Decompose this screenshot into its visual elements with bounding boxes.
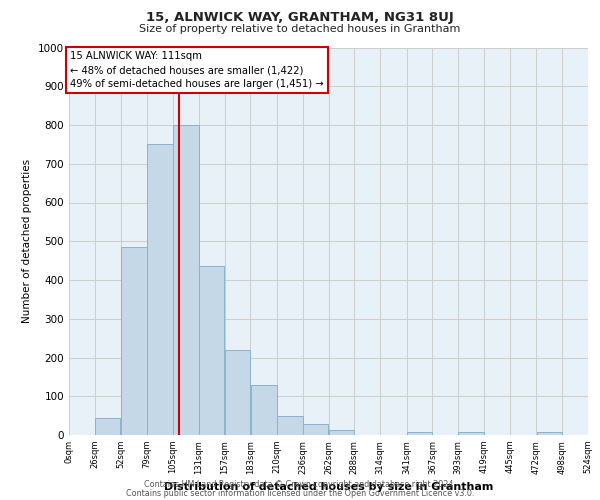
Text: Contains HM Land Registry data © Crown copyright and database right 2024.: Contains HM Land Registry data © Crown c…: [144, 480, 456, 489]
Text: Size of property relative to detached houses in Grantham: Size of property relative to detached ho…: [139, 24, 461, 34]
X-axis label: Distribution of detached houses by size in Grantham: Distribution of detached houses by size …: [164, 482, 493, 492]
Bar: [537, 432, 562, 435]
Text: 15 ALNWICK WAY: 111sqm
← 48% of detached houses are smaller (1,422)
49% of semi-: 15 ALNWICK WAY: 111sqm ← 48% of detached…: [70, 52, 323, 90]
Bar: [199, 266, 224, 435]
Y-axis label: Number of detached properties: Number of detached properties: [22, 159, 32, 324]
Bar: [121, 247, 147, 435]
Bar: [303, 424, 328, 435]
Bar: [173, 125, 199, 435]
Bar: [329, 430, 354, 435]
Bar: [458, 432, 484, 435]
Text: Contains public sector information licensed under the Open Government Licence v3: Contains public sector information licen…: [126, 488, 474, 498]
Bar: [277, 416, 302, 435]
Bar: [251, 384, 277, 435]
Bar: [95, 418, 120, 435]
Bar: [407, 432, 432, 435]
Bar: [148, 144, 173, 435]
Text: 15, ALNWICK WAY, GRANTHAM, NG31 8UJ: 15, ALNWICK WAY, GRANTHAM, NG31 8UJ: [146, 11, 454, 24]
Bar: [225, 350, 250, 435]
